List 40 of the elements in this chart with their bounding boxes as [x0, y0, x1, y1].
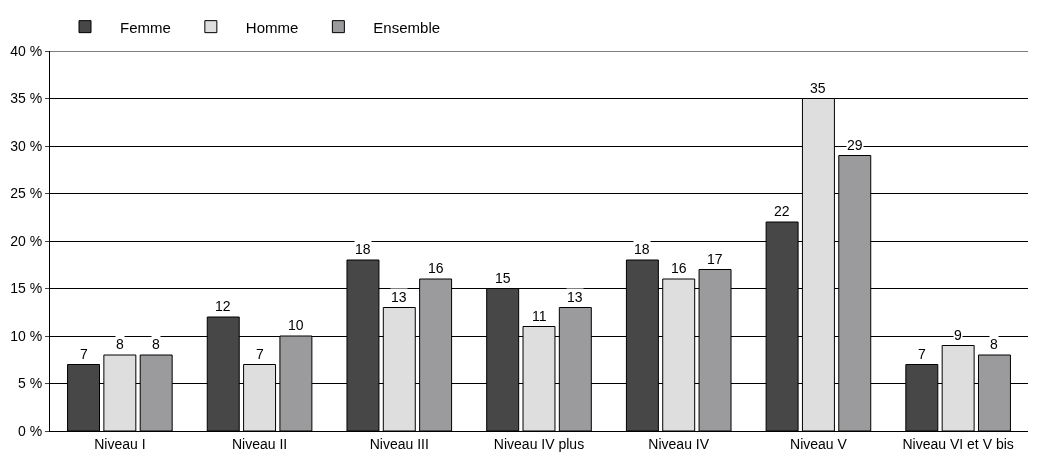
x-tick-label: Niveau III	[369, 435, 429, 452]
y-tick-label: 5 %	[18, 375, 43, 392]
x-tick-label: Niveau II	[231, 435, 288, 452]
data-label: 15	[495, 270, 511, 286]
y-tick-label: 25 %	[10, 185, 43, 202]
data-label: 8	[990, 336, 998, 352]
data-label: 7	[256, 346, 264, 362]
data-label: 17	[707, 251, 723, 267]
data-label: 29	[847, 137, 863, 153]
data-label: 7	[918, 346, 926, 362]
legend-label: Homme	[245, 18, 299, 36]
y-tick-label: 15 %	[10, 280, 43, 297]
data-label: 18	[634, 241, 650, 257]
data-label: 16	[671, 260, 687, 276]
data-label: 9	[954, 327, 962, 343]
data-label: 35	[810, 80, 826, 96]
data-label: 8	[152, 336, 160, 352]
data-label: 16	[428, 260, 444, 276]
data-label: 8	[116, 336, 124, 352]
y-tick-label: 30 %	[10, 137, 43, 154]
y-tick-label: 35 %	[10, 90, 43, 107]
data-label: 11	[532, 308, 547, 324]
legend-label: Ensemble	[373, 18, 441, 36]
y-tick-label: 10 %	[10, 327, 43, 344]
y-tick-label: 40 %	[10, 42, 43, 59]
legend-label: Femme	[120, 18, 171, 36]
x-tick-label: Niveau IV	[648, 435, 710, 452]
data-label: 13	[567, 289, 583, 305]
data-label: 12	[215, 298, 231, 314]
x-tick-label: Niveau IV plus	[493, 435, 585, 452]
data-label: 18	[355, 241, 371, 257]
y-tick-label: 20 %	[10, 232, 43, 249]
data-label: 13	[391, 289, 407, 305]
data-label: 7	[80, 346, 88, 362]
data-label: 22	[774, 203, 790, 219]
data-label: 10	[288, 317, 304, 333]
y-tick-label: 0 %	[18, 422, 43, 439]
x-tick-label: Niveau VI et V bis	[902, 435, 1014, 452]
x-tick-label: Niveau V	[790, 435, 848, 452]
x-tick-label: Niveau I	[94, 435, 146, 452]
